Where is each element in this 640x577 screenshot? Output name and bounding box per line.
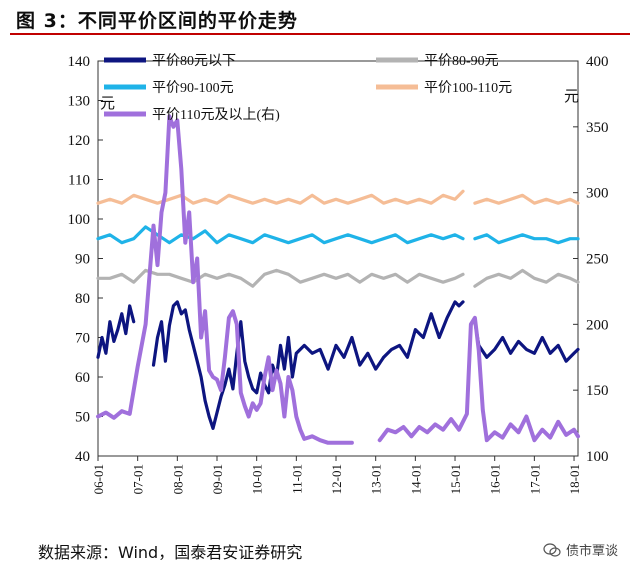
series-line-1	[96, 268, 580, 288]
right-axis-unit: 元	[564, 89, 579, 105]
left-tick-label: 130	[68, 94, 91, 110]
source-note: 数据来源：Wind，国泰君安证券研究	[38, 543, 303, 562]
right-tick-label: 250	[586, 252, 609, 268]
x-tick-label: 11-01	[289, 464, 304, 494]
legend-label: 平价80元以下	[152, 53, 236, 69]
right-tick-label: 400	[586, 54, 609, 70]
series-line-2	[96, 225, 580, 245]
legend-label: 平价100-110元	[424, 80, 512, 96]
watermark-text: 债市覃谈	[565, 544, 618, 559]
left-tick-label: 80	[75, 291, 90, 307]
series-line-4	[96, 114, 580, 445]
figure-title: 图 3：不同平价区间的平价走势	[16, 10, 298, 32]
legend-label: 平价110元及以上(右)	[152, 107, 280, 123]
x-tick-label: 12-01	[329, 464, 344, 494]
x-tick-label: 17-01	[527, 464, 542, 494]
right-tick-label: 350	[586, 120, 609, 136]
left-tick-label: 40	[75, 449, 90, 465]
x-tick-label: 15-01	[448, 464, 463, 494]
left-tick-label: 70	[75, 331, 90, 347]
legend-label: 平价90-100元	[152, 80, 234, 96]
left-tick-label: 140	[68, 54, 91, 70]
x-tick-label: 06-01	[91, 464, 106, 494]
x-tick-label: 08-01	[170, 464, 185, 494]
x-tick-label: 16-01	[488, 464, 503, 494]
right-tick-label: 200	[586, 317, 609, 333]
series-line-0	[96, 300, 580, 430]
x-tick-label: 07-01	[131, 464, 146, 494]
line-chart: 40 50 60 70 80 90 100 110 120 130 140 100 150 200 250 3…	[68, 53, 609, 494]
watermark: 债市覃谈	[543, 540, 618, 559]
right-tick-label: 100	[586, 449, 609, 465]
x-tick-label: 10-01	[250, 464, 265, 494]
right-tick-label: 300	[586, 186, 609, 202]
right-tick-label: 150	[586, 383, 609, 399]
left-tick-label: 120	[68, 133, 91, 149]
series-line-3	[96, 189, 580, 205]
left-axis-unit: 元	[100, 96, 115, 112]
left-tick-label: 110	[68, 173, 90, 189]
left-tick-label: 60	[75, 370, 90, 386]
x-tick-label: 18-01	[567, 464, 582, 494]
left-tick-label: 90	[75, 252, 90, 268]
wechat-icon	[543, 542, 561, 557]
left-tick-label: 50	[75, 410, 90, 426]
x-tick-label: 13-01	[369, 464, 384, 494]
legend-label: 平价80-90元	[424, 53, 499, 69]
chart-area: 40 50 60 70 80 90 100 110 120 130 140 100 150 200 250 3…	[0, 36, 640, 526]
x-tick-label: 14-01	[408, 464, 423, 494]
left-tick-label: 100	[68, 212, 91, 228]
title-rule	[10, 33, 630, 35]
x-tick-label: 09-01	[210, 464, 225, 494]
